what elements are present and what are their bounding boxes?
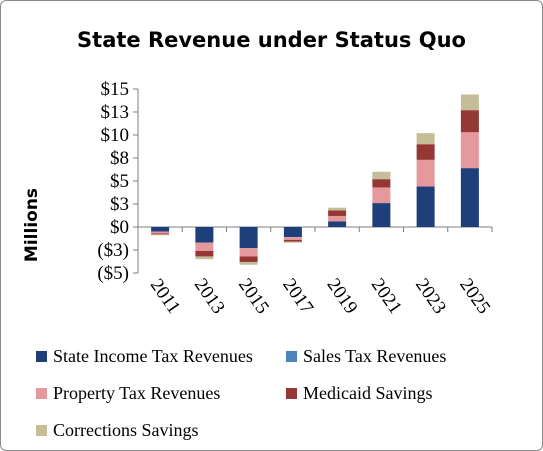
legend-item: Property Tax Revenues <box>36 383 220 404</box>
legend-swatch <box>36 351 47 362</box>
legend-item: Medicaid Savings <box>286 383 432 404</box>
legend-item: State Income Tax Revenues <box>36 346 253 367</box>
bar-segment <box>460 132 479 169</box>
bar-segment <box>460 110 479 133</box>
legend-swatch <box>286 351 297 362</box>
bar-segment <box>239 256 258 262</box>
chart-title: State Revenue under Status Quo <box>77 28 466 52</box>
y-tick-label: $13 <box>101 102 130 123</box>
bar-segment <box>372 171 391 180</box>
bar-segment <box>328 210 347 216</box>
bar-segment <box>460 168 479 227</box>
x-tick-label: 2023 <box>411 275 450 318</box>
bar-segment <box>151 227 170 232</box>
x-tick-label: 2013 <box>190 275 229 318</box>
x-tick-label: 2025 <box>455 275 494 318</box>
bar-segment <box>416 159 435 187</box>
bar-segment <box>328 221 347 227</box>
legend-label: Medicaid Savings <box>303 383 433 403</box>
bar-segment <box>195 250 214 257</box>
y-tick-label: $15 <box>101 79 130 100</box>
legend-label: Corrections Savings <box>53 420 199 440</box>
bar-segment <box>283 227 302 238</box>
legend-swatch <box>286 388 297 399</box>
bar-segment <box>283 241 302 243</box>
y-tick-label: $0 <box>110 217 129 238</box>
legend-label: State Income Tax Revenues <box>53 346 253 366</box>
legend-label: Property Tax Revenues <box>53 383 221 403</box>
bar-segment <box>239 227 258 249</box>
y-tick-label: $5 <box>110 171 129 192</box>
bar-segment <box>416 133 435 145</box>
bar-segment <box>283 239 302 242</box>
bar-segment <box>372 179 391 188</box>
bar-segment <box>372 187 391 204</box>
legend-label: Sales Tax Revenues <box>303 346 447 366</box>
x-tick-label: 2019 <box>323 275 362 318</box>
bar-segment <box>460 94 479 111</box>
bar-segment <box>239 248 258 257</box>
x-tick-label: 2021 <box>367 275 406 318</box>
y-tick-label: $10 <box>101 125 130 146</box>
y-tick-label: $8 <box>110 148 129 169</box>
bar-segment <box>151 231 170 234</box>
x-tick-label: 2017 <box>278 275 317 318</box>
legend-swatch <box>36 388 47 399</box>
legend-item: Corrections Savings <box>36 420 199 441</box>
legend-item: Sales Tax Revenues <box>286 346 446 367</box>
y-tick-label: ($3) <box>97 240 129 261</box>
bar-segment <box>283 237 302 240</box>
bar-segment <box>151 233 170 235</box>
bar-segment <box>239 261 258 265</box>
bar-segment <box>195 227 214 243</box>
legend-swatch <box>36 425 47 436</box>
bar-segment <box>372 203 391 227</box>
y-tick-label: $3 <box>110 194 129 215</box>
bar-segment <box>151 234 170 236</box>
bar-segment <box>328 207 347 211</box>
bar-segment <box>416 144 435 160</box>
bar-segment <box>195 242 214 251</box>
bar-segment <box>416 186 435 227</box>
x-tick-label: 2015 <box>234 275 273 318</box>
bar-segment <box>328 215 347 222</box>
y-tick-label: ($5) <box>97 263 129 284</box>
x-tick-label: 2011 <box>146 275 185 318</box>
bar-segment <box>195 256 214 260</box>
